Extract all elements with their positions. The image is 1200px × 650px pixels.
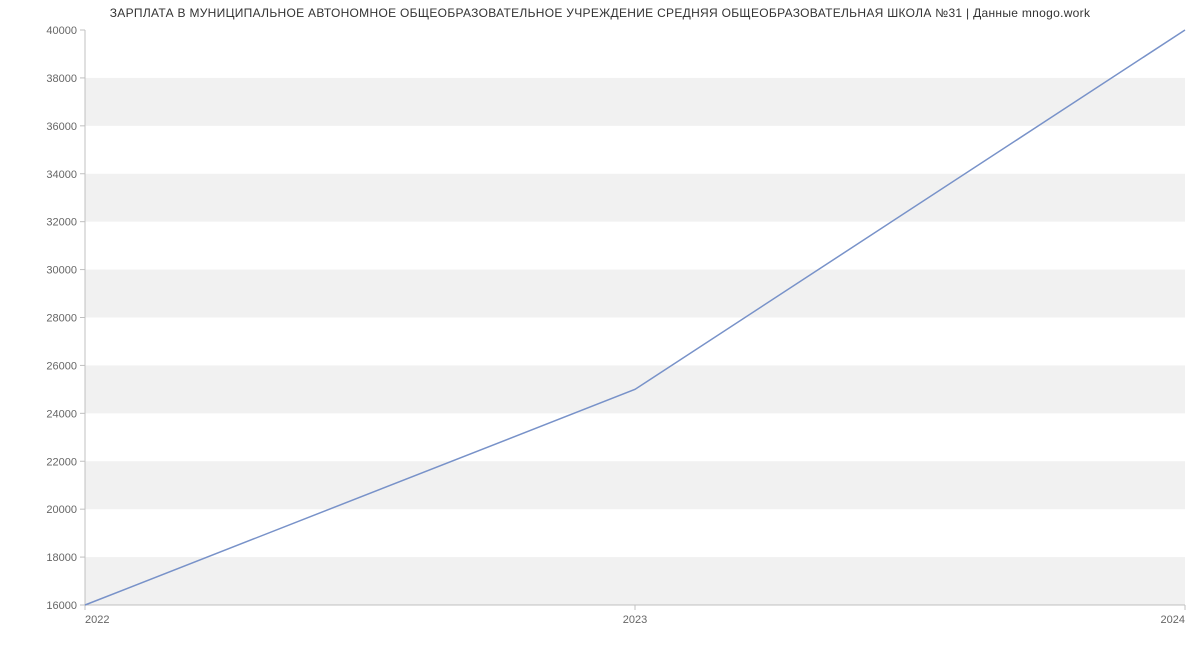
x-tick-label: 2023: [623, 614, 647, 626]
x-tick-label: 2024: [1161, 614, 1185, 626]
y-tick-label: 18000: [46, 552, 77, 564]
chart-title: ЗАРПЛАТА В МУНИЦИПАЛЬНОЕ АВТОНОМНОЕ ОБЩЕ…: [0, 6, 1200, 20]
y-tick-label: 40000: [46, 25, 77, 37]
salary-chart: ЗАРПЛАТА В МУНИЦИПАЛЬНОЕ АВТОНОМНОЕ ОБЩЕ…: [0, 0, 1200, 650]
grid-band: [85, 174, 1185, 222]
grid-band: [85, 461, 1185, 509]
y-tick-label: 32000: [46, 217, 77, 229]
y-tick-label: 20000: [46, 504, 77, 516]
x-tick-label: 2022: [85, 614, 109, 626]
chart-canvas: 16000 18000 20000 22000 24000 26000 28000 30000…: [0, 0, 1200, 650]
y-tick-label: 16000: [46, 600, 77, 612]
y-tick-label: 38000: [46, 73, 77, 85]
y-tick-label: 22000: [46, 456, 77, 468]
y-tick-label: 24000: [46, 408, 77, 420]
grid-band: [85, 557, 1185, 605]
y-tick-label: 34000: [46, 169, 77, 181]
y-tick-label: 26000: [46, 360, 77, 372]
y-tick-label: 28000: [46, 313, 77, 325]
y-tick-label: 30000: [46, 265, 77, 277]
grid-band: [85, 270, 1185, 318]
y-tick-label: 36000: [46, 121, 77, 133]
grid-band: [85, 78, 1185, 126]
